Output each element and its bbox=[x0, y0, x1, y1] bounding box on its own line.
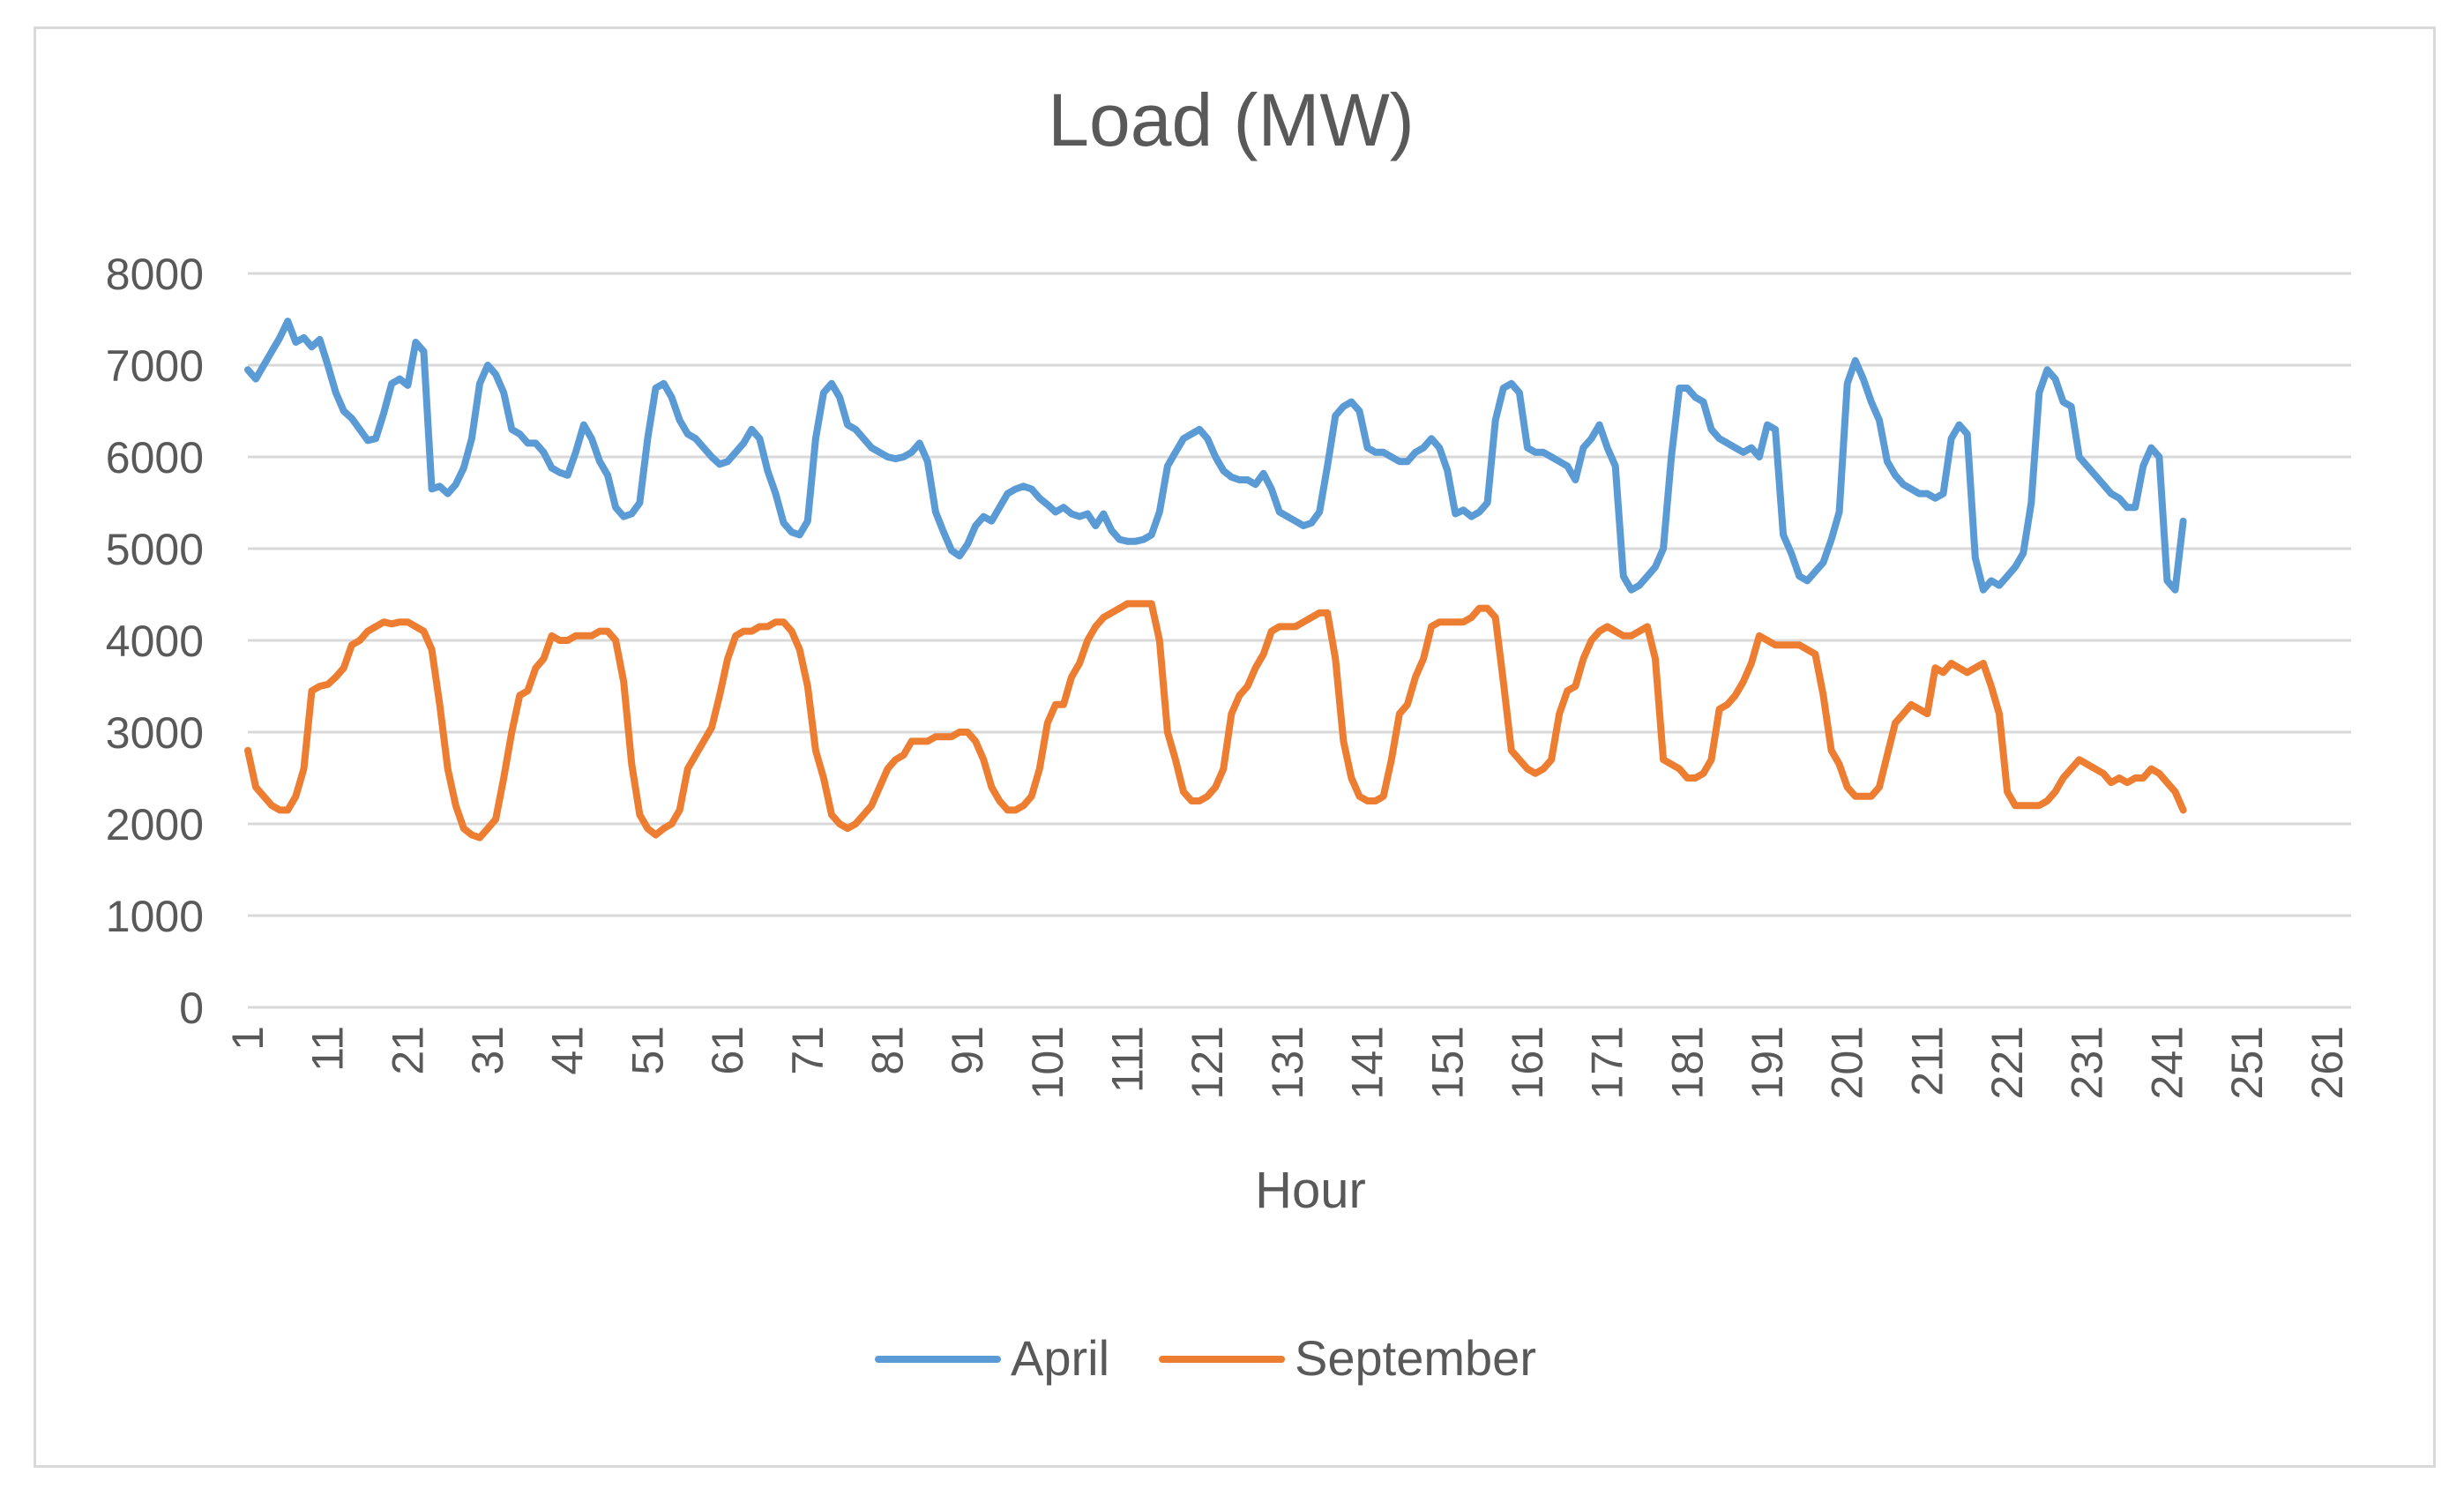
x-tick-label: 11 bbox=[303, 1026, 353, 1072]
series-lines bbox=[244, 318, 2187, 842]
y-tick-label: 8000 bbox=[106, 250, 204, 299]
y-tick-label: 5000 bbox=[106, 525, 204, 574]
x-tick-label: 171 bbox=[1583, 1026, 1632, 1099]
x-tick-label: 101 bbox=[1023, 1026, 1072, 1099]
x-tick-label: 61 bbox=[703, 1026, 752, 1075]
x-tick-label: 121 bbox=[1183, 1026, 1232, 1099]
x-tick-label: 261 bbox=[2303, 1026, 2352, 1099]
y-tick-label: 2000 bbox=[106, 800, 204, 849]
series-line-april bbox=[244, 318, 2187, 594]
x-tick-label: 161 bbox=[1503, 1026, 1552, 1099]
x-tick-label: 81 bbox=[862, 1026, 912, 1075]
y-tick-label: 1000 bbox=[106, 892, 204, 941]
x-tick-label: 221 bbox=[1982, 1026, 2032, 1099]
chart-svg: Load (MW) 0 1000 2000 3000 4000 5000 6000 7000 8… bbox=[106, 79, 2352, 1386]
y-tick-label: 3000 bbox=[106, 708, 204, 758]
x-tick-label: 1 bbox=[223, 1026, 273, 1051]
x-tick-label: 201 bbox=[1823, 1026, 1872, 1099]
legend-label-september: September bbox=[1295, 1330, 1536, 1386]
x-axis-label: Hour bbox=[1255, 1162, 1366, 1219]
x-tick-label: 181 bbox=[1662, 1026, 1712, 1099]
legend: April September bbox=[875, 1330, 1536, 1386]
y-tick-label: 0 bbox=[179, 984, 204, 1033]
x-tick-label: 41 bbox=[543, 1026, 593, 1075]
x-tick-label: 241 bbox=[2142, 1026, 2191, 1099]
x-tick-label: 151 bbox=[1422, 1026, 1472, 1099]
y-tick-label: 7000 bbox=[106, 341, 204, 391]
x-tick-label: 21 bbox=[383, 1026, 432, 1075]
y-tick-label: 6000 bbox=[106, 433, 204, 482]
chart-frame: Load (MW) 0 1000 2000 3000 4000 5000 6000 7000 8… bbox=[34, 26, 2436, 1468]
x-tick-label: 71 bbox=[783, 1026, 833, 1075]
y-axis-ticks: 0 1000 2000 3000 4000 5000 6000 7000 8000 bbox=[106, 250, 204, 1033]
x-tick-label: 211 bbox=[1902, 1026, 1952, 1096]
x-tick-label: 251 bbox=[2222, 1026, 2272, 1099]
legend-label-april: April bbox=[1011, 1330, 1109, 1386]
x-tick-label: 131 bbox=[1263, 1026, 1312, 1099]
x-tick-label: 31 bbox=[463, 1026, 512, 1075]
x-axis-ticks: 1 11 21 31 41 51 61 71 81 91 101 111 121 131 141 151 161… bbox=[223, 1026, 2352, 1099]
x-tick-label: 231 bbox=[2063, 1026, 2112, 1099]
x-tick-label: 141 bbox=[1343, 1026, 1393, 1099]
y-tick-label: 4000 bbox=[106, 617, 204, 666]
chart-title: Load (MW) bbox=[1048, 79, 1414, 161]
series-line-september bbox=[244, 600, 2187, 842]
x-tick-label: 91 bbox=[943, 1026, 992, 1075]
x-tick-label: 191 bbox=[1743, 1026, 1792, 1099]
x-tick-label: 51 bbox=[623, 1026, 672, 1075]
x-tick-label: 111 bbox=[1103, 1026, 1153, 1093]
